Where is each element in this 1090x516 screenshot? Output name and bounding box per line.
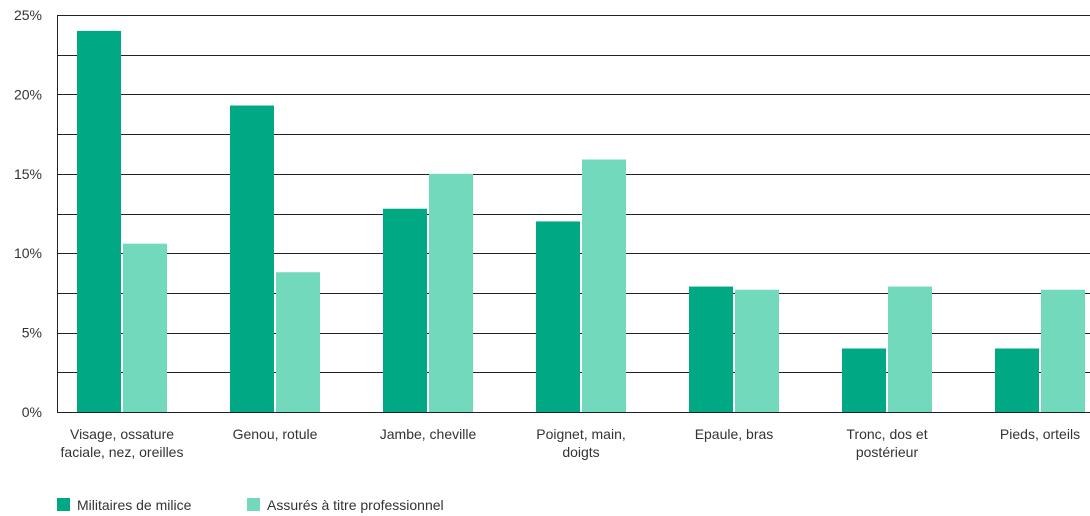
y-tick-label: 20% (14, 86, 42, 102)
legend-label: Militaires de milice (77, 497, 192, 513)
bar (735, 289, 779, 412)
y-tick-label: 5% (22, 325, 42, 341)
y-tick-label: 10% (14, 245, 42, 261)
legend: Militaires de milice Assurés à titre prof… (57, 497, 444, 513)
x-axis-labels: Visage, ossature faciale, nez, oreilles Ge… (61, 426, 1081, 460)
bar (1041, 289, 1085, 412)
bar (276, 272, 320, 412)
bar (429, 173, 473, 412)
legend-swatch (247, 498, 260, 511)
x-tick-label: Epaule, bras (695, 426, 774, 442)
legend-swatch (57, 498, 70, 511)
bar (995, 348, 1039, 412)
y-axis-ticks: 0% 5% 10% 15% 20% 25% (14, 7, 42, 420)
bar (888, 286, 932, 412)
x-tick-label: Tronc, dos et postérieur (846, 426, 927, 460)
x-tick-label: Pieds, orteils (1000, 426, 1080, 442)
x-tick-label: Poignet, main, doigts (536, 426, 626, 460)
bar (842, 348, 886, 412)
bar (383, 208, 427, 412)
x-tick-label: Genou, rotule (233, 426, 318, 442)
y-tick-label: 15% (14, 166, 42, 182)
bar (123, 243, 167, 412)
x-tick-label: Visage, ossature faciale, nez, oreilles (61, 426, 184, 460)
bar (77, 30, 121, 412)
x-tick-label: Jambe, cheville (380, 426, 477, 442)
bar (230, 105, 274, 413)
bar (689, 286, 733, 412)
legend-label: Assurés à titre professionnel (267, 497, 444, 513)
y-tick-label: 0% (22, 404, 42, 420)
y-tick-label: 25% (14, 7, 42, 23)
bars (77, 30, 1085, 413)
bar (582, 159, 626, 412)
bar (536, 221, 580, 412)
